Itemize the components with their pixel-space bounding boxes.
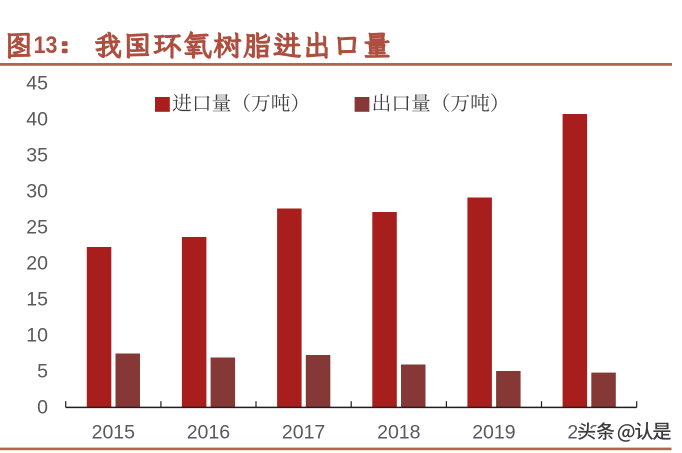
svg-text:2018: 2018 (377, 421, 420, 443)
svg-text:2015: 2015 (92, 421, 136, 443)
svg-text:2019: 2019 (472, 421, 515, 443)
svg-text:20: 20 (26, 253, 48, 275)
svg-text:5: 5 (37, 360, 48, 382)
svg-text:2016: 2016 (187, 421, 230, 443)
svg-text:10: 10 (26, 324, 48, 346)
svg-text:30: 30 (26, 181, 48, 203)
svg-text:15: 15 (26, 288, 48, 310)
svg-text:40: 40 (26, 109, 48, 131)
svg-text:2017: 2017 (282, 421, 325, 443)
svg-text:25: 25 (26, 217, 48, 239)
svg-text:0: 0 (37, 396, 48, 418)
svg-text:35: 35 (26, 145, 48, 167)
svg-text:45: 45 (26, 73, 48, 95)
svg-text:13: 13 (34, 31, 58, 58)
